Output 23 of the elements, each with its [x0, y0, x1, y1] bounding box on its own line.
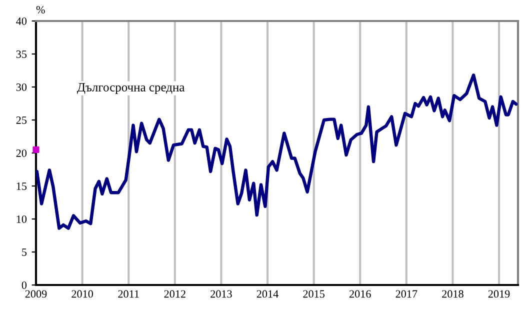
y-tick-label: 10	[16, 215, 27, 223]
y-tick-label: 30	[16, 83, 27, 91]
x-tick-label: 2019	[488, 290, 510, 298]
y-tick-label: 40	[16, 17, 27, 25]
x-tick-label: 2011	[118, 290, 139, 298]
y-axis-title: %	[36, 6, 45, 14]
y-tick-label: 25	[16, 116, 27, 124]
x-tick-label: 2010	[72, 290, 93, 298]
y-tick-label: 15	[16, 182, 27, 190]
line-series	[36, 74, 518, 230]
x-tick-label: 2013	[210, 290, 232, 298]
x-tick-label: 2009	[25, 290, 47, 298]
y-tick-label: 35	[16, 50, 27, 58]
x-tick-label: 2016	[349, 290, 371, 298]
x-tick-label: 2018	[442, 290, 464, 298]
x-tick-label: 2017	[396, 290, 418, 298]
x-tick-label: 2015	[303, 290, 324, 298]
x-tick-label: 2012	[164, 290, 186, 298]
y-tick-label: 20	[16, 149, 27, 157]
x-tick-label: 2014	[256, 290, 278, 298]
y-tick-label: 5	[22, 248, 27, 256]
y-tick-label: 0	[22, 281, 27, 289]
annotation: Дългосрочна средна	[77, 83, 185, 94]
